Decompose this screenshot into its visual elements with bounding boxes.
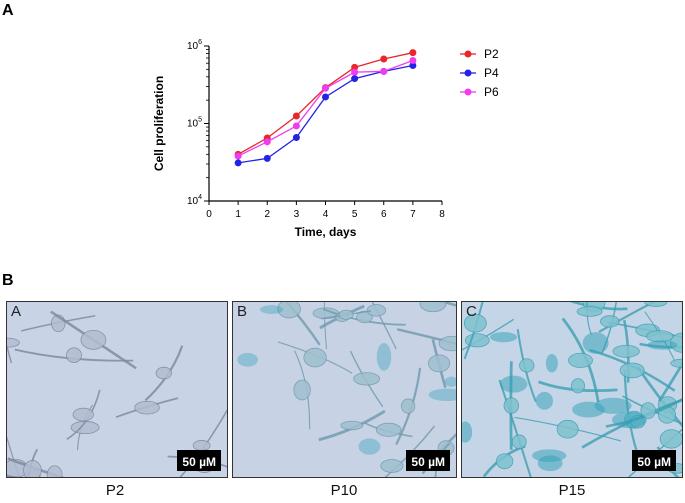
x-tick-label: 3 (294, 209, 300, 220)
scale-bar: 50 µM (632, 450, 676, 471)
data-point-p6 (234, 152, 242, 160)
x-tick-label: 6 (381, 209, 387, 220)
x-tick-label: 1 (235, 209, 241, 220)
x-tick-label: 7 (410, 209, 416, 220)
data-point-p6 (322, 84, 329, 92)
legend-marker-p4 (464, 69, 472, 77)
y-axis-label: Cell proliferation (152, 76, 166, 171)
data-point-p6 (263, 138, 271, 146)
legend-label-p2: P2 (484, 47, 499, 61)
legend-label-p4: P4 (484, 66, 499, 80)
data-point-p6 (292, 122, 300, 130)
data-point-p6 (351, 68, 359, 76)
legend-marker-p6 (464, 88, 472, 96)
micrograph-letter: C (466, 303, 477, 320)
scale-bar: 50 µM (406, 450, 450, 471)
data-point-p2 (380, 55, 388, 63)
y-tick-label: 105 (187, 117, 202, 130)
data-point-p4 (234, 159, 242, 167)
x-tick-label: 0 (206, 209, 212, 220)
legend-label-p6: P6 (484, 85, 499, 99)
caption-p10: P10 (330, 482, 358, 499)
panel-a-label: A (2, 2, 14, 19)
micrograph-p10: B 50 µM (232, 301, 457, 478)
x-tick-label: 2 (264, 209, 270, 220)
caption-p2: P2 (105, 482, 125, 499)
data-point-p6 (409, 56, 417, 64)
micrograph-letter: B (237, 303, 248, 320)
data-point-p4 (351, 75, 359, 83)
data-point-p2 (409, 49, 417, 57)
x-tick-label: 5 (352, 209, 358, 220)
x-tick-label: 8 (439, 209, 445, 220)
micrograph-p15: C 50 µM (461, 301, 683, 478)
micrograph-p2: A 50 µM (6, 301, 228, 478)
y-tick-label: 104 (187, 194, 202, 207)
panel-b-label: B (2, 272, 14, 289)
data-point-p6 (380, 67, 388, 75)
data-point-p4 (322, 93, 329, 101)
scale-bar: 50 µM (177, 450, 221, 471)
data-point-p4 (409, 62, 417, 70)
y-tick-label: 106 (187, 39, 202, 52)
x-tick-label: 4 (323, 209, 329, 220)
series-line-p4 (238, 64, 414, 164)
data-point-p2 (292, 112, 300, 120)
micrograph-letter: A (11, 303, 22, 320)
data-point-p4 (292, 133, 300, 141)
legend-marker-p2 (464, 50, 472, 58)
proliferation-chart: 0 1 2 3 4 5 6 7 8 104 105 106 Time, days Cell prolife… (152, 39, 499, 239)
x-axis-label: Time, days (295, 225, 357, 239)
data-point-p4 (263, 154, 271, 162)
caption-p15: P15 (558, 482, 586, 499)
